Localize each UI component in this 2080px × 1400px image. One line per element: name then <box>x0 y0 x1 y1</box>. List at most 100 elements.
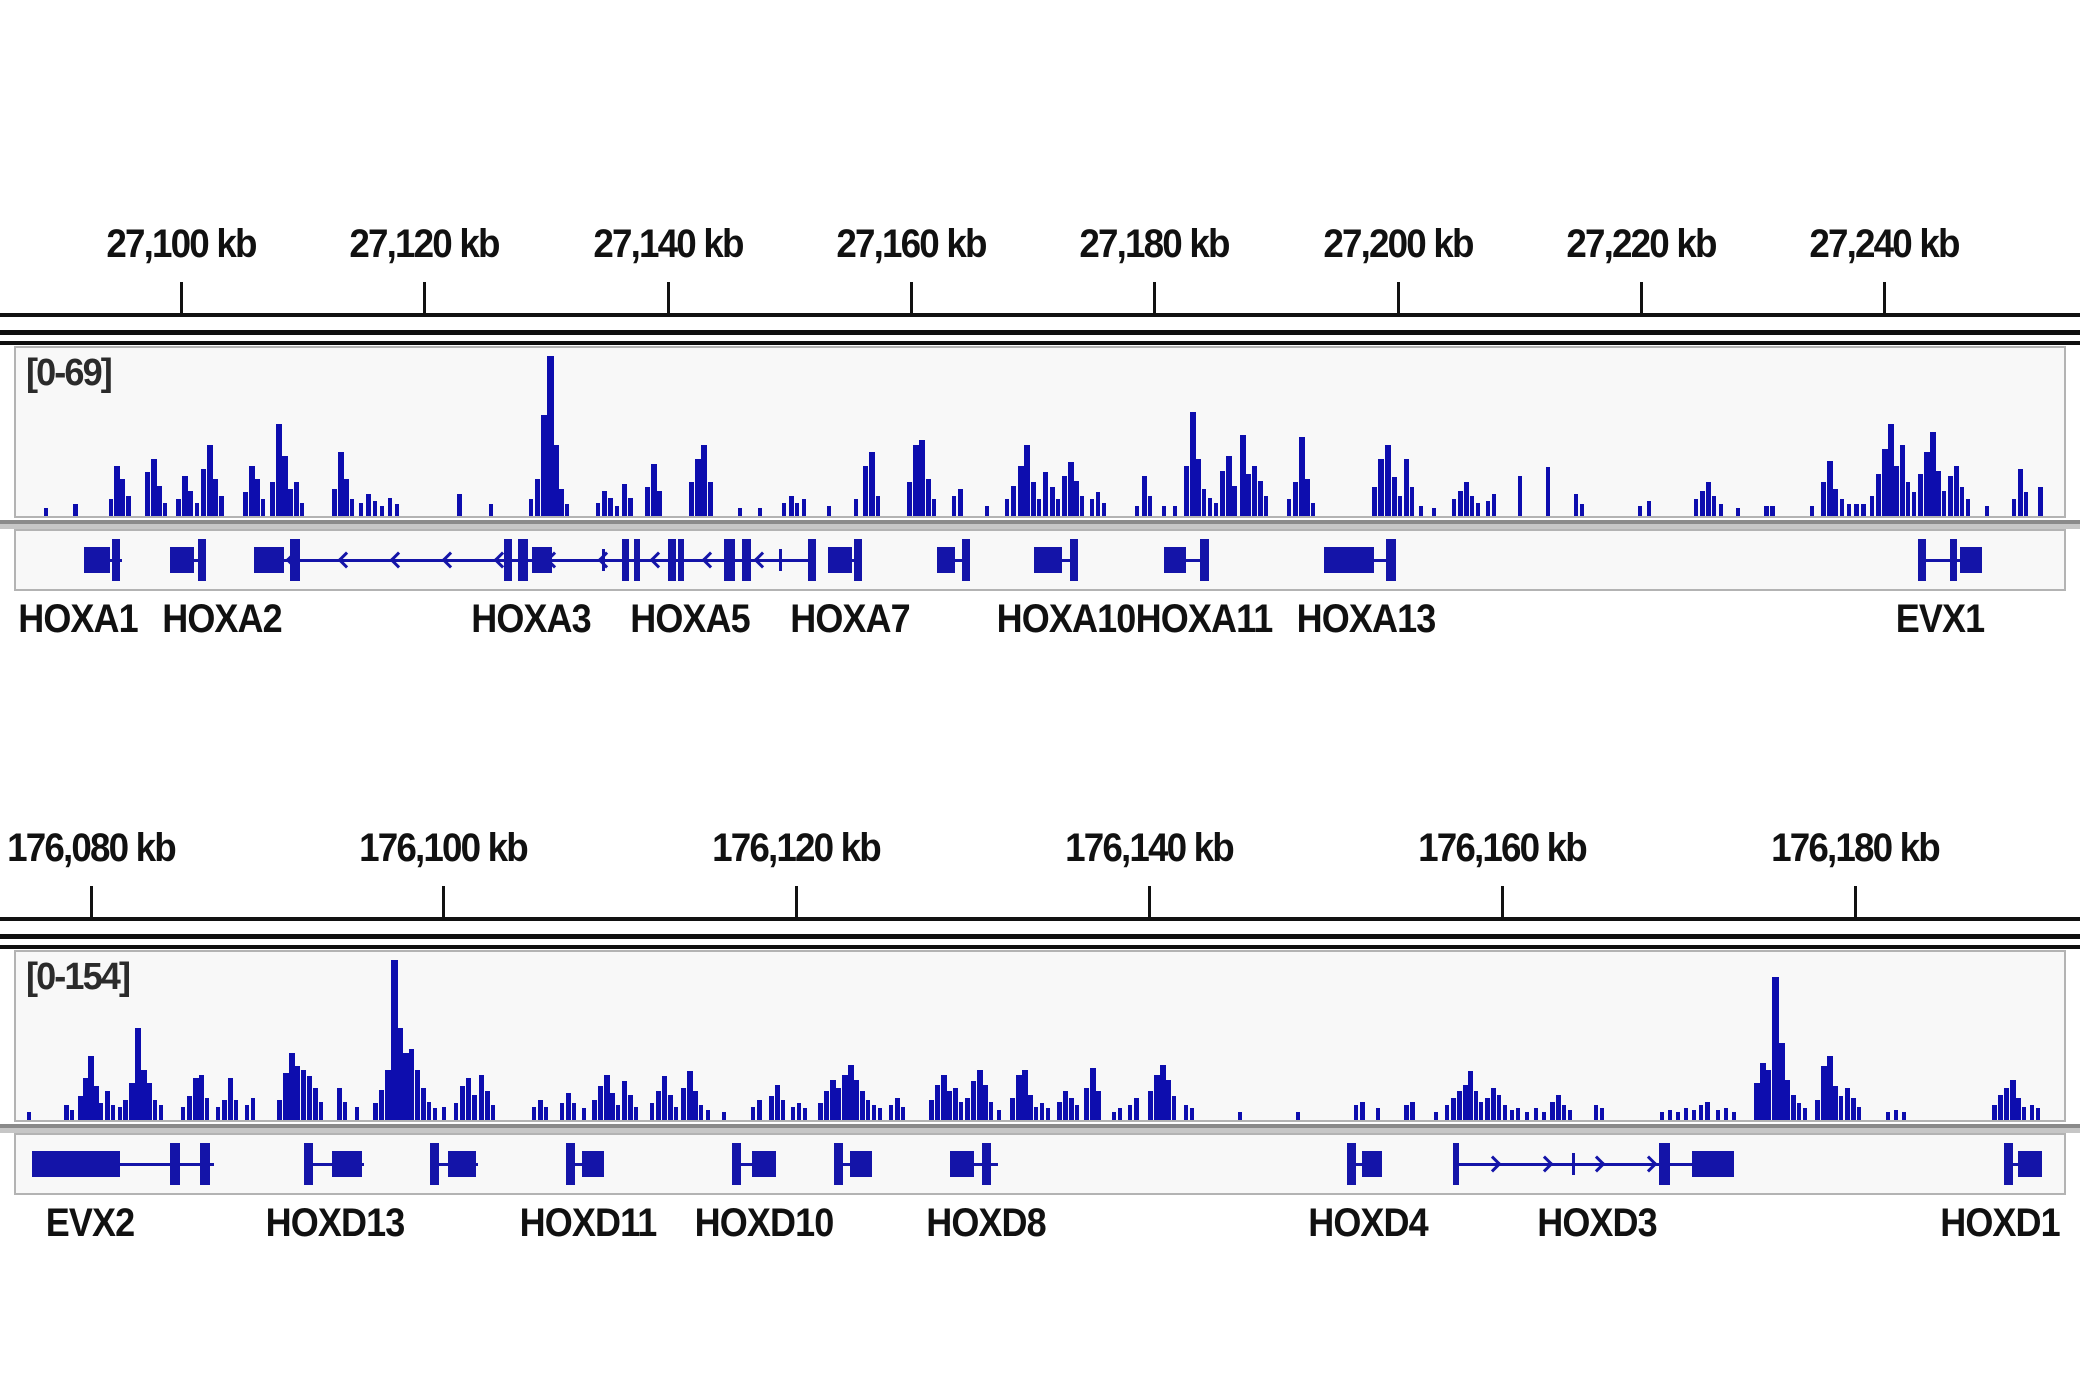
ruler-tick-label: 27,200 kb <box>1323 222 1474 266</box>
signal-bar <box>213 479 218 516</box>
signal-bar <box>415 1070 420 1120</box>
signal-bar <box>109 499 113 516</box>
exon-box <box>582 1151 604 1177</box>
signal-bar <box>1770 506 1775 516</box>
signal-bar <box>123 1100 128 1120</box>
signal-bar <box>541 415 547 516</box>
signal-bar <box>1378 459 1384 516</box>
signal-bar <box>70 1110 74 1120</box>
signal-bar <box>1011 486 1016 516</box>
signal-bar <box>1894 1110 1898 1120</box>
signal-bar <box>1684 1108 1688 1120</box>
signal-bar <box>866 1100 870 1120</box>
signal-bar <box>863 466 868 516</box>
signal-bar <box>1208 498 1212 516</box>
signal-bar <box>1354 1105 1358 1120</box>
signal-bar <box>604 1075 610 1120</box>
signal-bar <box>1516 1108 1520 1120</box>
exon-bar <box>1386 539 1396 581</box>
exon-bar <box>1918 539 1926 581</box>
signal-bar <box>544 1107 548 1120</box>
signal-bar <box>1594 1105 1598 1120</box>
signal-bar <box>1600 1108 1604 1120</box>
signal-bar <box>878 1108 882 1120</box>
signal-bar <box>681 1088 686 1120</box>
signal-bar <box>2004 1088 2009 1120</box>
signal-bar <box>1102 503 1106 516</box>
exon-bar <box>732 1143 741 1185</box>
signal-bar <box>380 506 384 516</box>
signal-bar <box>983 1085 988 1120</box>
signal-bar <box>1699 1105 1703 1120</box>
signal-bar <box>1766 1070 1771 1120</box>
signal-bar <box>1966 499 1970 516</box>
signal-bar <box>848 1065 854 1120</box>
signal-bar <box>695 459 701 516</box>
gene-label-hoxd3: HOXD3 <box>1537 1201 1657 1245</box>
signal-bar <box>1960 487 1964 516</box>
signal-bar <box>1948 476 1953 516</box>
signal-bar <box>64 1105 69 1120</box>
signal-bar <box>529 499 533 516</box>
ruler-tick-mark <box>442 886 445 917</box>
signal-bar <box>662 1076 667 1120</box>
signal-bar <box>1190 412 1196 516</box>
signal-bar <box>2012 499 2016 516</box>
ruler-tick-label: 27,140 kb <box>593 222 744 266</box>
exon-bar <box>742 539 751 581</box>
exon-box <box>32 1151 120 1177</box>
signal-bar <box>88 1056 94 1120</box>
signal-bar <box>2016 1098 2021 1120</box>
signal-bar <box>959 1102 963 1120</box>
signal-bar <box>547 356 554 516</box>
signal-bar <box>693 1091 698 1120</box>
signal-bar <box>1118 1108 1122 1120</box>
signal-bar <box>985 506 989 516</box>
signal-bar <box>1562 1105 1566 1120</box>
exon-bar <box>668 539 676 581</box>
signal-bar <box>1803 1108 1807 1120</box>
signal-bar <box>775 1085 780 1120</box>
exon-bar <box>112 539 120 581</box>
signal-bar <box>1470 496 1474 516</box>
signal-bar <box>1876 474 1881 516</box>
signal-bar <box>120 479 125 516</box>
signal-bar <box>1050 487 1055 516</box>
signal-bar <box>1518 476 1522 516</box>
signal-bar <box>1166 1080 1171 1120</box>
signal-bar <box>608 498 613 516</box>
signal-bar <box>1510 1110 1514 1120</box>
exon-bar <box>808 539 816 581</box>
signal-bar <box>596 503 600 516</box>
signal-bar <box>615 506 619 516</box>
signal-bar <box>1398 496 1402 516</box>
signal-bar <box>645 487 650 516</box>
signal-bar <box>1434 1112 1438 1120</box>
signal-bar <box>932 499 936 516</box>
exon-bar <box>2004 1143 2013 1185</box>
gene-label-hoxa5: HOXA5 <box>630 597 750 641</box>
signal-bar <box>628 498 633 516</box>
signal-bar <box>332 489 337 516</box>
signal-bar <box>27 1112 31 1120</box>
exon-bar <box>962 539 970 581</box>
signal-bar <box>1172 1096 1176 1120</box>
signal-bar <box>1385 445 1391 516</box>
signal-bar <box>343 1102 347 1120</box>
signal-bar <box>366 494 371 516</box>
signal-bar <box>1376 1108 1380 1120</box>
signal-bar <box>288 489 293 516</box>
signal-bar <box>159 1105 163 1120</box>
signal-bar <box>947 1091 952 1120</box>
signal-bar <box>1016 1075 1022 1120</box>
signal-bar <box>147 1083 152 1120</box>
signal-bar <box>1840 499 1844 516</box>
gene-label-hoxa13: HOXA13 <box>1296 597 1437 641</box>
signal-bar <box>282 456 288 516</box>
exon-box <box>1164 547 1186 573</box>
exon-bar <box>198 539 206 581</box>
gene-label-hoxa2: HOXA2 <box>162 597 282 641</box>
gene-label-evx2: EVX2 <box>45 1201 135 1245</box>
ruler-tick-mark <box>1854 886 1857 917</box>
gene-label-hoxd13: HOXD13 <box>265 1201 406 1245</box>
